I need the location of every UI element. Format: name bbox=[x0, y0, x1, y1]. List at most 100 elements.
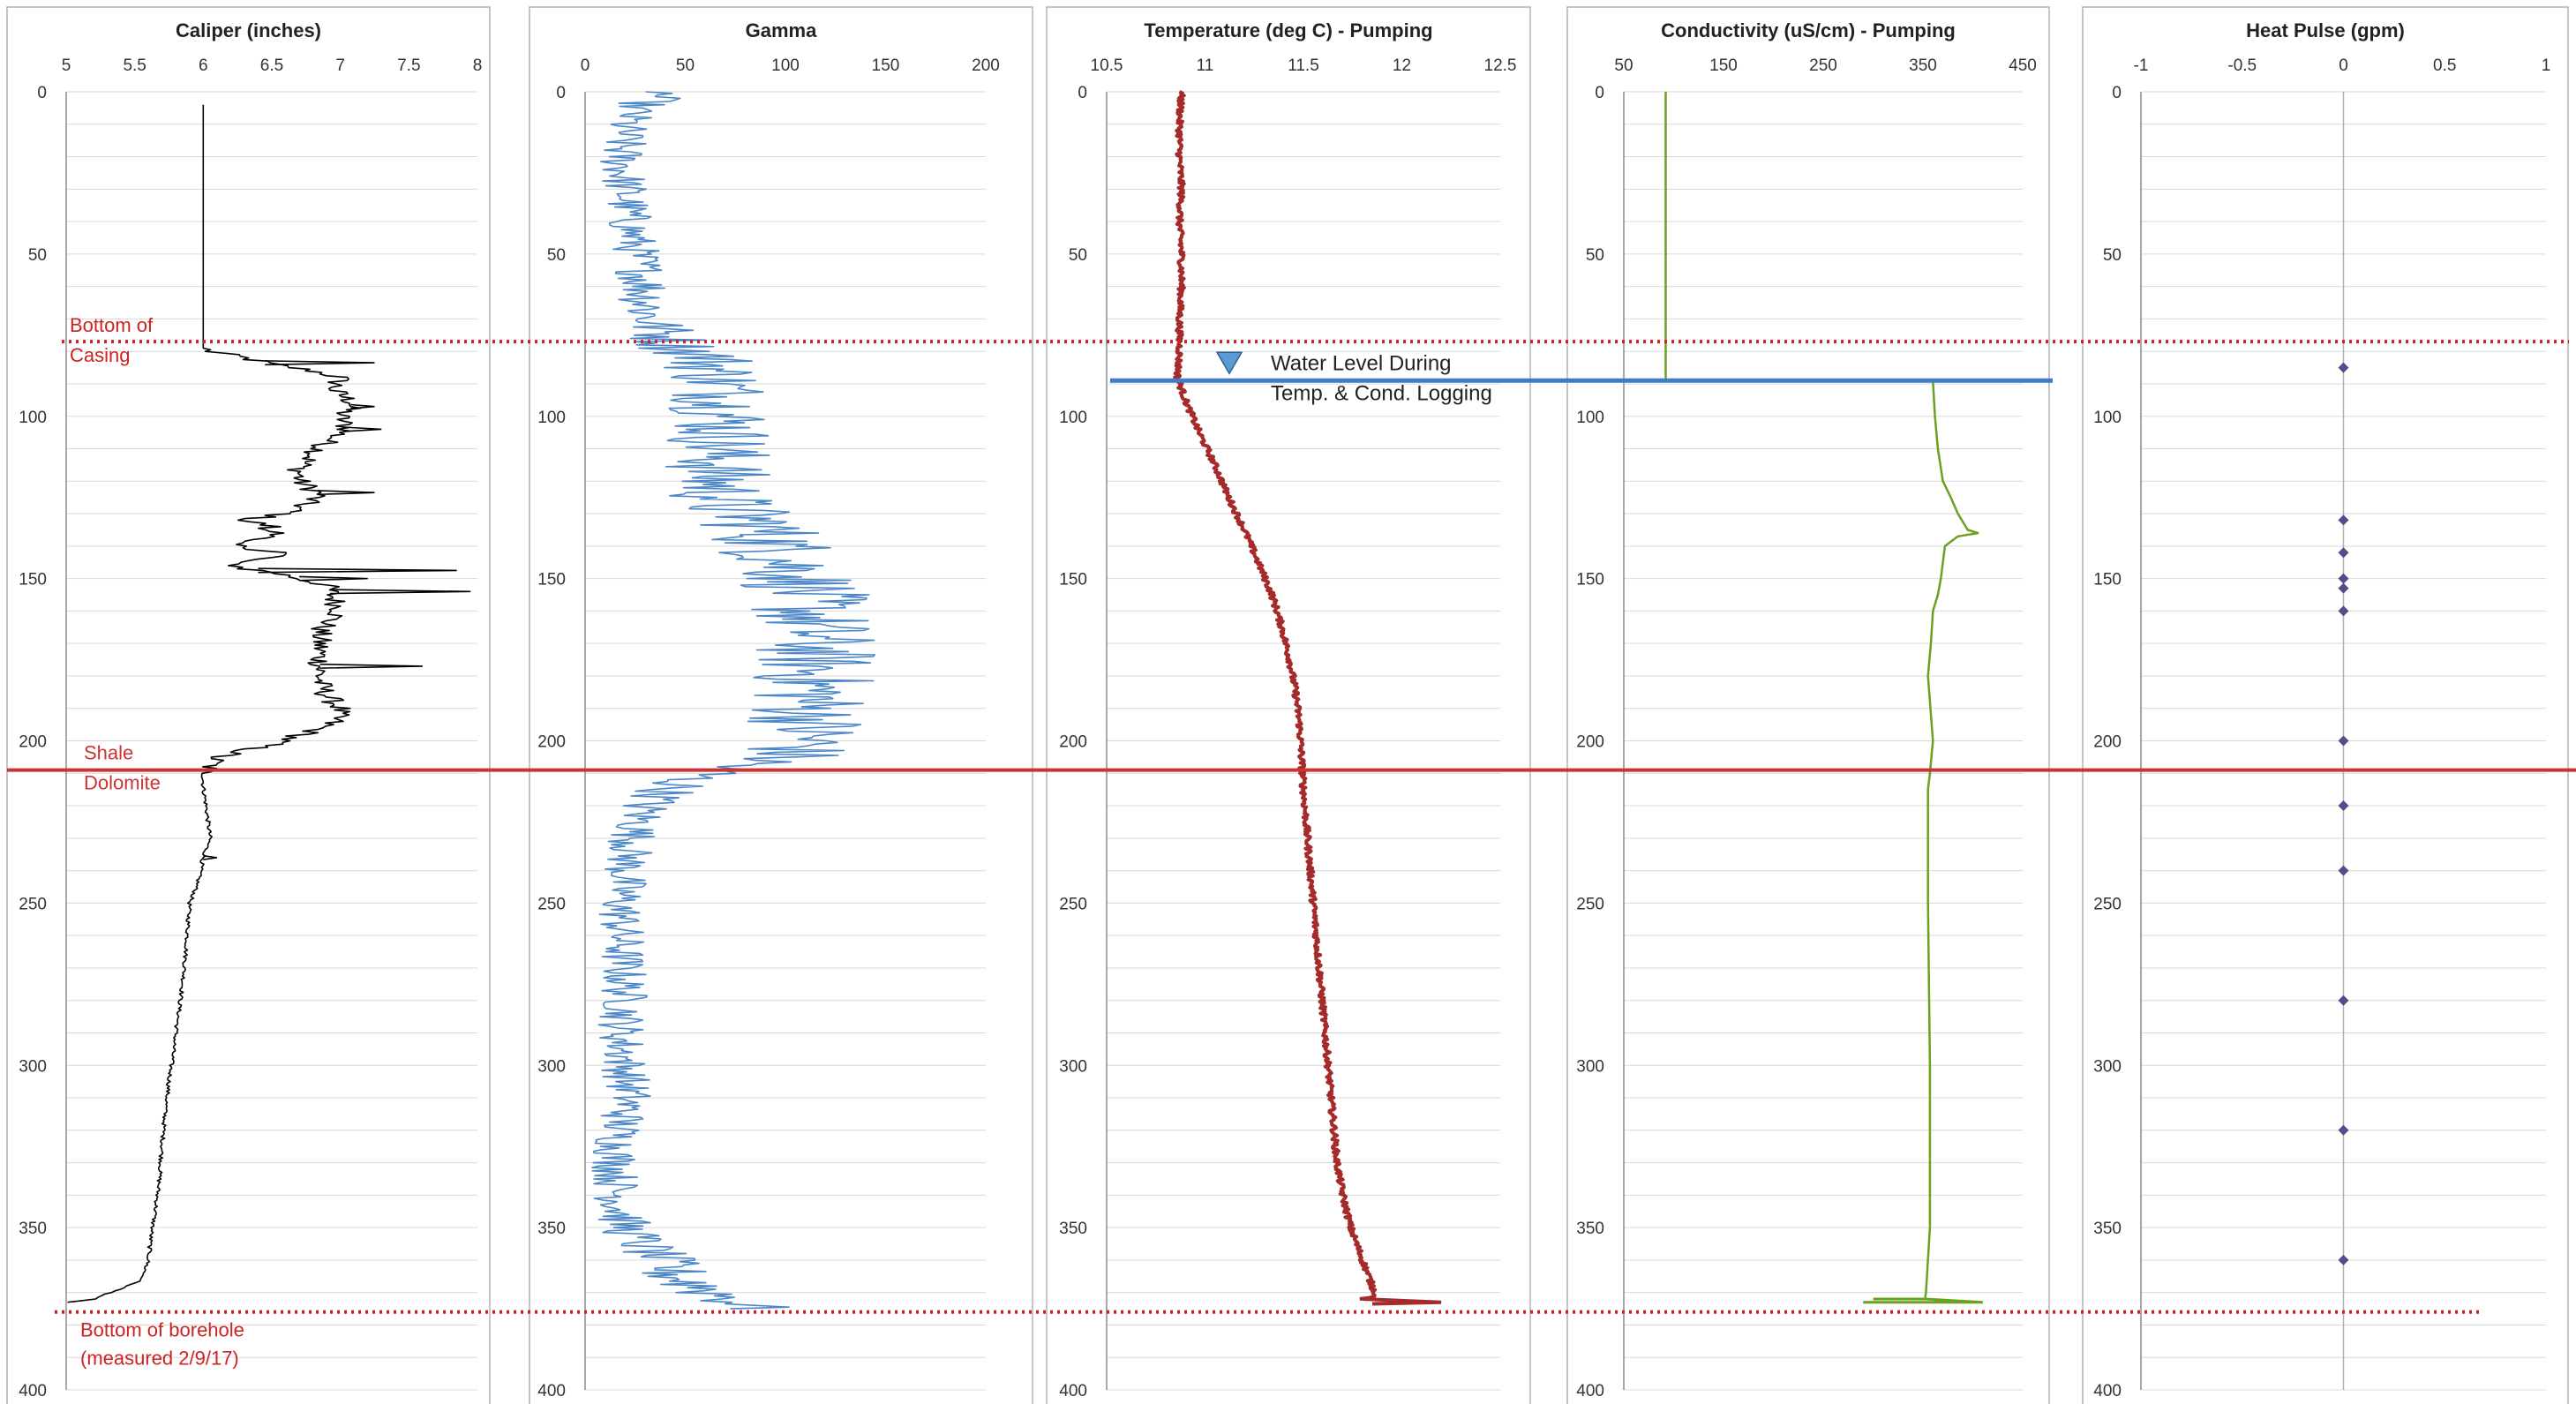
y-tick-label: 300 bbox=[537, 1057, 566, 1076]
shale-label: Shale bbox=[84, 742, 133, 764]
heat-pulse-point bbox=[2338, 735, 2349, 747]
panel-frame bbox=[6, 6, 491, 1404]
panel-frame bbox=[2082, 6, 2569, 1404]
x-tick-label: 250 bbox=[1809, 56, 1837, 75]
y-tick-label: 350 bbox=[1576, 1220, 1604, 1238]
heat-pulse-point bbox=[2338, 582, 2349, 594]
heat-pulse-point bbox=[2338, 865, 2349, 876]
x-tick-label: 200 bbox=[972, 56, 1000, 75]
x-tick-label: 10.5 bbox=[1091, 56, 1123, 75]
caliper-spike bbox=[330, 589, 471, 595]
y-tick-label: 50 bbox=[28, 246, 47, 265]
caliper-spike bbox=[347, 426, 382, 432]
panel-frame bbox=[529, 6, 1033, 1404]
caliper-spike bbox=[350, 403, 375, 409]
y-tick-label: 0 bbox=[556, 84, 566, 102]
panel-title: Conductivity (uS/cm) - Pumping bbox=[1661, 19, 1956, 41]
y-tick-label: 50 bbox=[1069, 246, 1087, 265]
heat-pulse-point bbox=[2338, 362, 2349, 373]
y-tick-label: 100 bbox=[1576, 409, 1604, 427]
x-tick-label: 5 bbox=[62, 56, 71, 75]
y-tick-label: 150 bbox=[2093, 571, 2122, 589]
heat-pulse-point bbox=[2338, 547, 2349, 559]
y-tick-label: 150 bbox=[1576, 571, 1604, 589]
panel-frame bbox=[1046, 6, 1531, 1404]
y-tick-label: 50 bbox=[1586, 246, 1604, 265]
y-tick-label: 100 bbox=[537, 409, 566, 427]
x-tick-label: 5.5 bbox=[123, 56, 146, 75]
log-panel-4: Conductivity (uS/cm) - Pumping 50 150 250 35… bbox=[1566, 6, 2050, 1404]
y-tick-label: 100 bbox=[1059, 409, 1087, 427]
y-tick-label: 400 bbox=[19, 1382, 47, 1400]
y-tick-label: 0 bbox=[37, 84, 47, 102]
heat-pulse-point bbox=[2338, 800, 2349, 812]
y-tick-label: 250 bbox=[1059, 895, 1087, 913]
x-tick-label: 12.5 bbox=[1484, 56, 1517, 75]
series-line bbox=[1924, 380, 1979, 1300]
x-tick-label: 12 bbox=[1393, 56, 1411, 75]
water-level-label: Water Level During bbox=[1271, 351, 1452, 375]
y-tick-label: 200 bbox=[19, 733, 47, 752]
bottom-of-casing-label: Bottom of bbox=[70, 314, 154, 336]
annotation-overlays: Bottom of Casing Shale Dolomite Bottom o… bbox=[7, 314, 2576, 1370]
x-tick-label: 6.5 bbox=[260, 56, 283, 75]
y-tick-label: 300 bbox=[1059, 1057, 1087, 1076]
y-tick-label: 150 bbox=[19, 571, 47, 589]
water-level-triangle-icon bbox=[1215, 351, 1243, 375]
y-tick-label: 0 bbox=[2112, 84, 2122, 102]
log-panel-3: Temperature (deg C) - Pumping 10.5 11 11.5 1… bbox=[1046, 6, 1531, 1404]
y-tick-label: 200 bbox=[1576, 733, 1604, 752]
y-tick-label: 400 bbox=[1059, 1382, 1087, 1400]
x-tick-label: 150 bbox=[872, 56, 900, 75]
y-tick-label: 250 bbox=[537, 895, 566, 913]
log-panel-5: Heat Pulse (gpm) -1 -0.5 0 0.5 1 0 50 100 150 200 2… bbox=[2082, 6, 2569, 1404]
x-tick-label: 50 bbox=[676, 56, 695, 75]
y-tick-label: 400 bbox=[2093, 1382, 2122, 1400]
panel-frame bbox=[1566, 6, 2050, 1404]
x-tick-label: 0.5 bbox=[2433, 56, 2456, 75]
y-tick-label: 200 bbox=[2093, 733, 2122, 752]
x-tick-label: 1 bbox=[2542, 56, 2551, 75]
x-tick-label: 7 bbox=[335, 56, 345, 75]
x-tick-label: 0 bbox=[581, 56, 590, 75]
log-panel-2: Gamma 0 50 100 150 200 0 50 100 150 200 250 300 350 40… bbox=[529, 6, 1033, 1404]
borehole-measured-date-label: (measured 2/9/17) bbox=[80, 1348, 239, 1370]
log-panel-1: Caliper (inches) 5 5.5 6 6.5 7 7.5 8 0 50 100 150 20… bbox=[6, 6, 491, 1404]
series-line bbox=[1173, 90, 1378, 1301]
log-panels: Caliper (inches)5 5.5 6 6.5 7 7.5 805010015020… bbox=[6, 6, 2569, 1404]
y-tick-label: 250 bbox=[2093, 895, 2122, 913]
panel-title: Caliper (inches) bbox=[176, 19, 321, 41]
x-tick-label: 0 bbox=[2339, 56, 2348, 75]
x-tick-label: 50 bbox=[1614, 56, 1633, 75]
bottom-of-borehole-label: Bottom of borehole bbox=[80, 1319, 244, 1341]
caliper-spike bbox=[258, 567, 457, 574]
dolomite-label: Dolomite bbox=[84, 772, 161, 794]
x-tick-label: -1 bbox=[2134, 56, 2149, 75]
y-tick-label: 300 bbox=[1576, 1057, 1604, 1076]
y-tick-label: 100 bbox=[2093, 409, 2122, 427]
y-tick-label: 350 bbox=[19, 1220, 47, 1238]
heat-pulse-point bbox=[2338, 605, 2349, 617]
heat-pulse-point bbox=[2338, 1254, 2349, 1265]
y-tick-label: 0 bbox=[1595, 84, 1604, 102]
caliper-spike bbox=[265, 360, 375, 366]
caliper-spike bbox=[203, 854, 217, 860]
x-tick-label: 450 bbox=[2009, 56, 2037, 75]
panel-title: Heat Pulse (gpm) bbox=[2246, 19, 2405, 41]
x-tick-label: 8 bbox=[473, 56, 483, 75]
y-tick-label: 100 bbox=[19, 409, 47, 427]
series-line bbox=[591, 91, 876, 1310]
heat-pulse-point bbox=[2338, 995, 2349, 1006]
heat-pulse-point bbox=[2338, 1124, 2349, 1136]
y-tick-label: 250 bbox=[19, 895, 47, 913]
x-tick-label: 7.5 bbox=[397, 56, 420, 75]
x-tick-label: 150 bbox=[1709, 56, 1738, 75]
y-tick-label: 350 bbox=[2093, 1220, 2122, 1238]
y-tick-label: 350 bbox=[1059, 1220, 1087, 1238]
y-tick-label: 300 bbox=[19, 1057, 47, 1076]
y-tick-label: 400 bbox=[537, 1382, 566, 1400]
series-tail bbox=[1362, 1297, 1442, 1306]
series-line bbox=[67, 104, 362, 1303]
y-tick-label: 50 bbox=[2103, 246, 2122, 265]
caliper-spike bbox=[299, 575, 368, 582]
